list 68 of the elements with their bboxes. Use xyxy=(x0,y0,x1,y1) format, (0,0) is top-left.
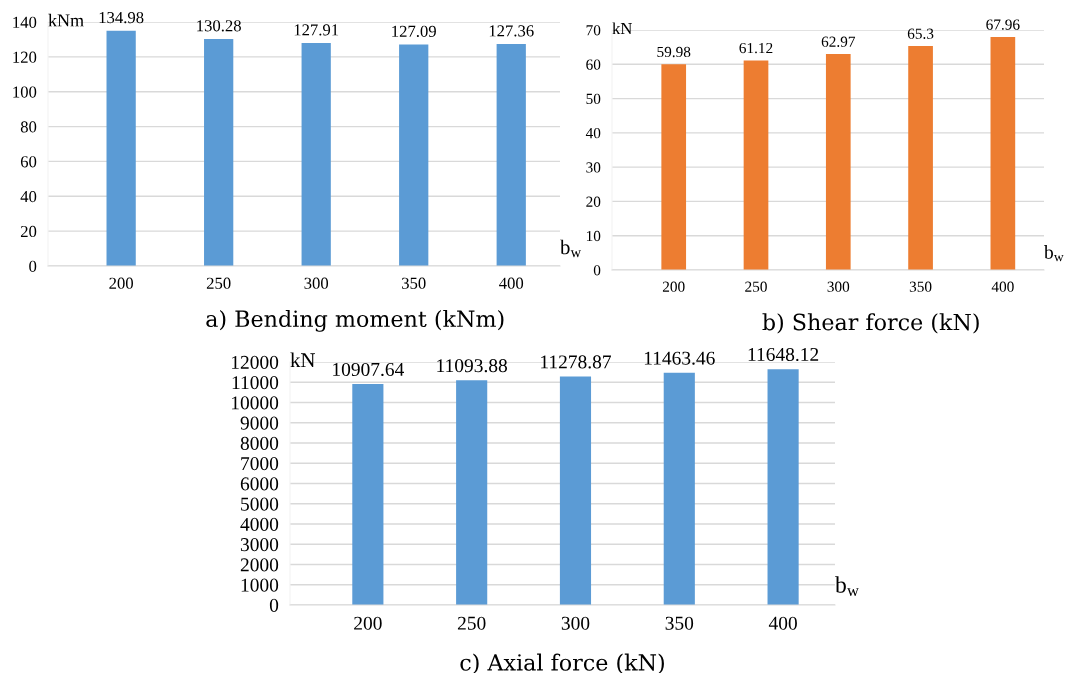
data-label: 61.12 xyxy=(739,42,773,54)
y-tick-label: 0 xyxy=(29,260,37,272)
y-axis-title: kNm xyxy=(48,13,84,27)
data-label: 10907.64 xyxy=(333,362,405,377)
x-axis-title: b$_{w}$ xyxy=(1044,245,1064,262)
data-label: 127.09 xyxy=(392,25,436,38)
y-tick-label: 10000 xyxy=(231,396,279,410)
x-tick-label: 400 xyxy=(991,281,1014,292)
y-axis-title: kN xyxy=(290,352,315,368)
x-tick-label: 200 xyxy=(354,616,382,630)
y-tick-label: 0 xyxy=(593,265,601,276)
y-tick-label: 1000 xyxy=(241,578,279,592)
y-tick-label: 4000 xyxy=(240,517,279,531)
y-tick-label: 12000 xyxy=(231,355,279,369)
y-tick-label: 120 xyxy=(13,51,37,63)
text: a) Bending moment (kNm) xyxy=(206,309,504,332)
y-tick-label: 3000 xyxy=(240,538,279,552)
y-tick-label: 6000 xyxy=(240,477,279,491)
y-tick-label: 40 xyxy=(20,190,37,203)
x-tick-label: 200 xyxy=(109,277,134,289)
text: b) Shear force (kN) xyxy=(762,313,979,334)
x-tick-label: 300 xyxy=(561,616,590,630)
x-tick-label: 300 xyxy=(827,281,850,292)
x-axis-title: b$_{w}$ xyxy=(835,576,859,596)
y-tick-label: 30 xyxy=(586,162,601,173)
data-label: 11278.87 xyxy=(541,355,612,369)
x-tick-label: 200 xyxy=(662,281,685,292)
x-tick-label: 250 xyxy=(206,277,231,289)
y-tick-label: 8000 xyxy=(240,436,279,450)
y-tick-label: 80 xyxy=(20,121,37,133)
data-label: 11093.88 xyxy=(437,359,508,373)
y-tick-label: 11000 xyxy=(232,376,279,390)
y-tick-label: 9000 xyxy=(240,416,279,430)
y-tick-label: 60 xyxy=(20,156,37,168)
data-label: 127.36 xyxy=(489,25,534,37)
data-label: 67.96 xyxy=(986,19,1020,30)
x-tick-label: 350 xyxy=(909,281,932,292)
y-tick-label: 50 xyxy=(586,93,601,105)
y-tick-label: 140 xyxy=(13,16,37,28)
x-tick-label: 400 xyxy=(768,616,797,630)
y-tick-label: 20 xyxy=(20,225,37,238)
data-label: 11463.46 xyxy=(644,351,715,365)
x-tick-label: 350 xyxy=(665,616,694,630)
data-label: 127.91 xyxy=(294,24,339,36)
x-tick-label: 350 xyxy=(402,277,426,289)
x-axis-title: b$_{w}$ xyxy=(560,239,582,258)
y-tick-label: 70 xyxy=(586,25,601,36)
data-label: 11648.12 xyxy=(748,347,819,362)
y-tick-label: 100 xyxy=(13,86,37,98)
y-tick-label: 40 xyxy=(585,128,601,139)
x-tick-label: 250 xyxy=(745,281,767,292)
x-tick-label: 250 xyxy=(457,616,486,630)
data-label: 59.98 xyxy=(657,46,691,58)
x-tick-label: 300 xyxy=(304,277,329,289)
data-label: 62.97 xyxy=(821,36,856,47)
data-label: 65.3 xyxy=(907,28,934,39)
y-tick-label: 20 xyxy=(586,196,601,207)
y-tick-label: 7000 xyxy=(241,457,279,471)
y-tick-label: 5000 xyxy=(241,497,279,511)
y-tick-label: 10 xyxy=(586,230,601,242)
y-tick-label: 2000 xyxy=(240,558,279,572)
x-tick-label: 400 xyxy=(499,277,524,289)
y-tick-label: 60 xyxy=(586,59,601,70)
y-tick-label: 0 xyxy=(269,598,279,612)
y-axis-title: kN xyxy=(612,22,632,35)
text: c) Axial force (kN) xyxy=(460,653,664,673)
data-label: 130.28 xyxy=(197,20,241,32)
data-label: 134.98 xyxy=(99,11,144,24)
